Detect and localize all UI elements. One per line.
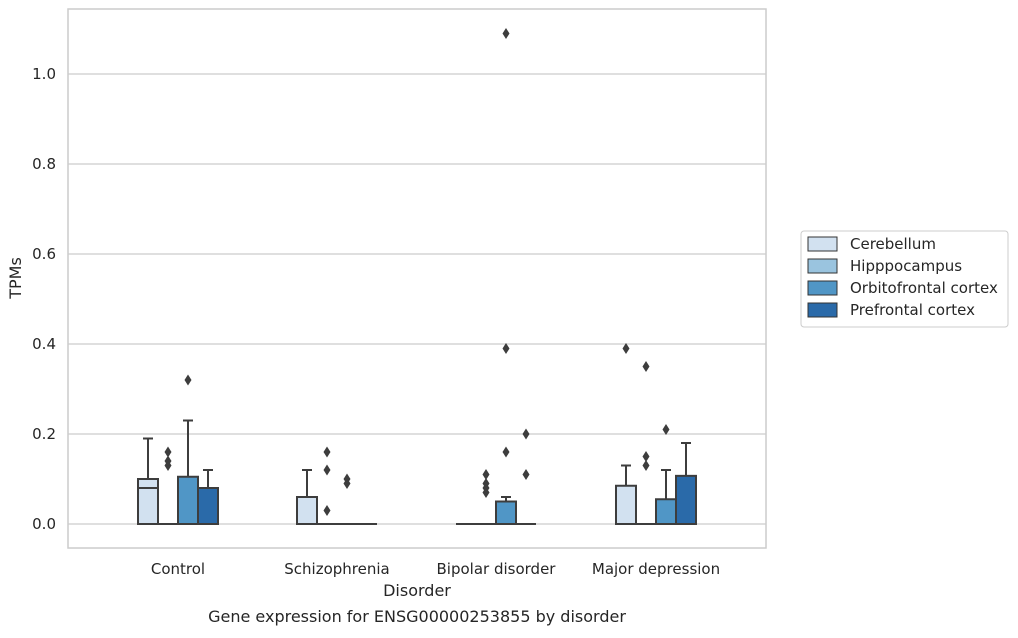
outlier-point [502, 28, 510, 39]
legend-frame [800, 230, 1009, 328]
legend-label: Cerebellum [850, 235, 936, 253]
box-group [516, 428, 536, 525]
box-body [177, 475, 199, 525]
outlier-point [502, 446, 510, 458]
x-tick-label: Major depression [592, 560, 720, 578]
box-group [476, 469, 496, 525]
legend-swatch [807, 258, 838, 274]
outlier-point [502, 343, 510, 354]
box-group [675, 442, 697, 526]
chart-title: Gene expression for ENSG00000253855 by d… [208, 607, 626, 626]
outlier-point [164, 455, 172, 467]
box-group [137, 437, 159, 525]
grid-layer [68, 73, 766, 525]
box-group [296, 469, 318, 525]
box-group [337, 473, 357, 525]
legend-swatch [807, 236, 838, 252]
outlier-point [522, 469, 530, 480]
x-tick-label: Schizophrenia [284, 560, 389, 578]
y-tick-label: 0.6 [32, 245, 56, 263]
outlier-point [522, 428, 530, 440]
x-tick-label: Bipolar disorder [437, 560, 557, 578]
legend-swatch [807, 302, 838, 318]
outlier-point [642, 460, 650, 471]
outlier-point [642, 451, 650, 462]
box-group [655, 424, 677, 525]
box-group [177, 374, 199, 525]
box-body [137, 478, 159, 525]
outlier-point [323, 464, 331, 476]
y-tick-label: 1.0 [32, 65, 56, 83]
box-body [615, 484, 637, 525]
box-group [317, 446, 337, 525]
x-axis-label: Disorder [383, 581, 451, 600]
y-tick-label: 0.0 [32, 515, 56, 533]
legend-label: Orbitofrontal cortex [850, 279, 998, 297]
legend: Cerebellum Hipppocampus Orbitofrontal cort… [800, 230, 1009, 328]
outlier-point [482, 469, 490, 480]
box-group [636, 361, 656, 525]
outlier-point [164, 446, 172, 458]
y-tick-labels: 0.0 0.2 0.4 0.6 0.8 1.0 [32, 65, 56, 533]
outlier-point [323, 446, 331, 458]
y-tick-label: 0.2 [32, 425, 56, 443]
outlier-point [343, 473, 351, 485]
box-body [197, 487, 219, 525]
box-body [675, 474, 697, 526]
legend-swatch [807, 280, 838, 296]
outlier-point [622, 343, 630, 354]
outlier-point [184, 374, 192, 386]
x-tick-labels: Control Schizophrenia Bipolar disorder Majo… [151, 560, 720, 578]
y-axis-label: TPMs [6, 257, 25, 300]
box-group [495, 28, 517, 525]
outlier-point [482, 478, 490, 489]
box-body [296, 496, 318, 525]
box-group [158, 446, 178, 525]
x-tick-label: Control [151, 560, 205, 578]
plot-frame [67, 8, 767, 549]
box-body [495, 500, 517, 525]
y-tick-label: 0.4 [32, 335, 56, 353]
boxplot-layer [137, 28, 697, 526]
legend-label: Prefrontal cortex [850, 301, 975, 319]
legend-label: Hipppocampus [850, 257, 962, 275]
box-body [655, 498, 677, 525]
box-group [197, 469, 219, 525]
outlier-point [662, 424, 670, 435]
y-tick-label: 0.8 [32, 155, 56, 173]
outlier-point [323, 505, 331, 516]
outlier-point [642, 361, 650, 372]
box-group [615, 343, 637, 525]
